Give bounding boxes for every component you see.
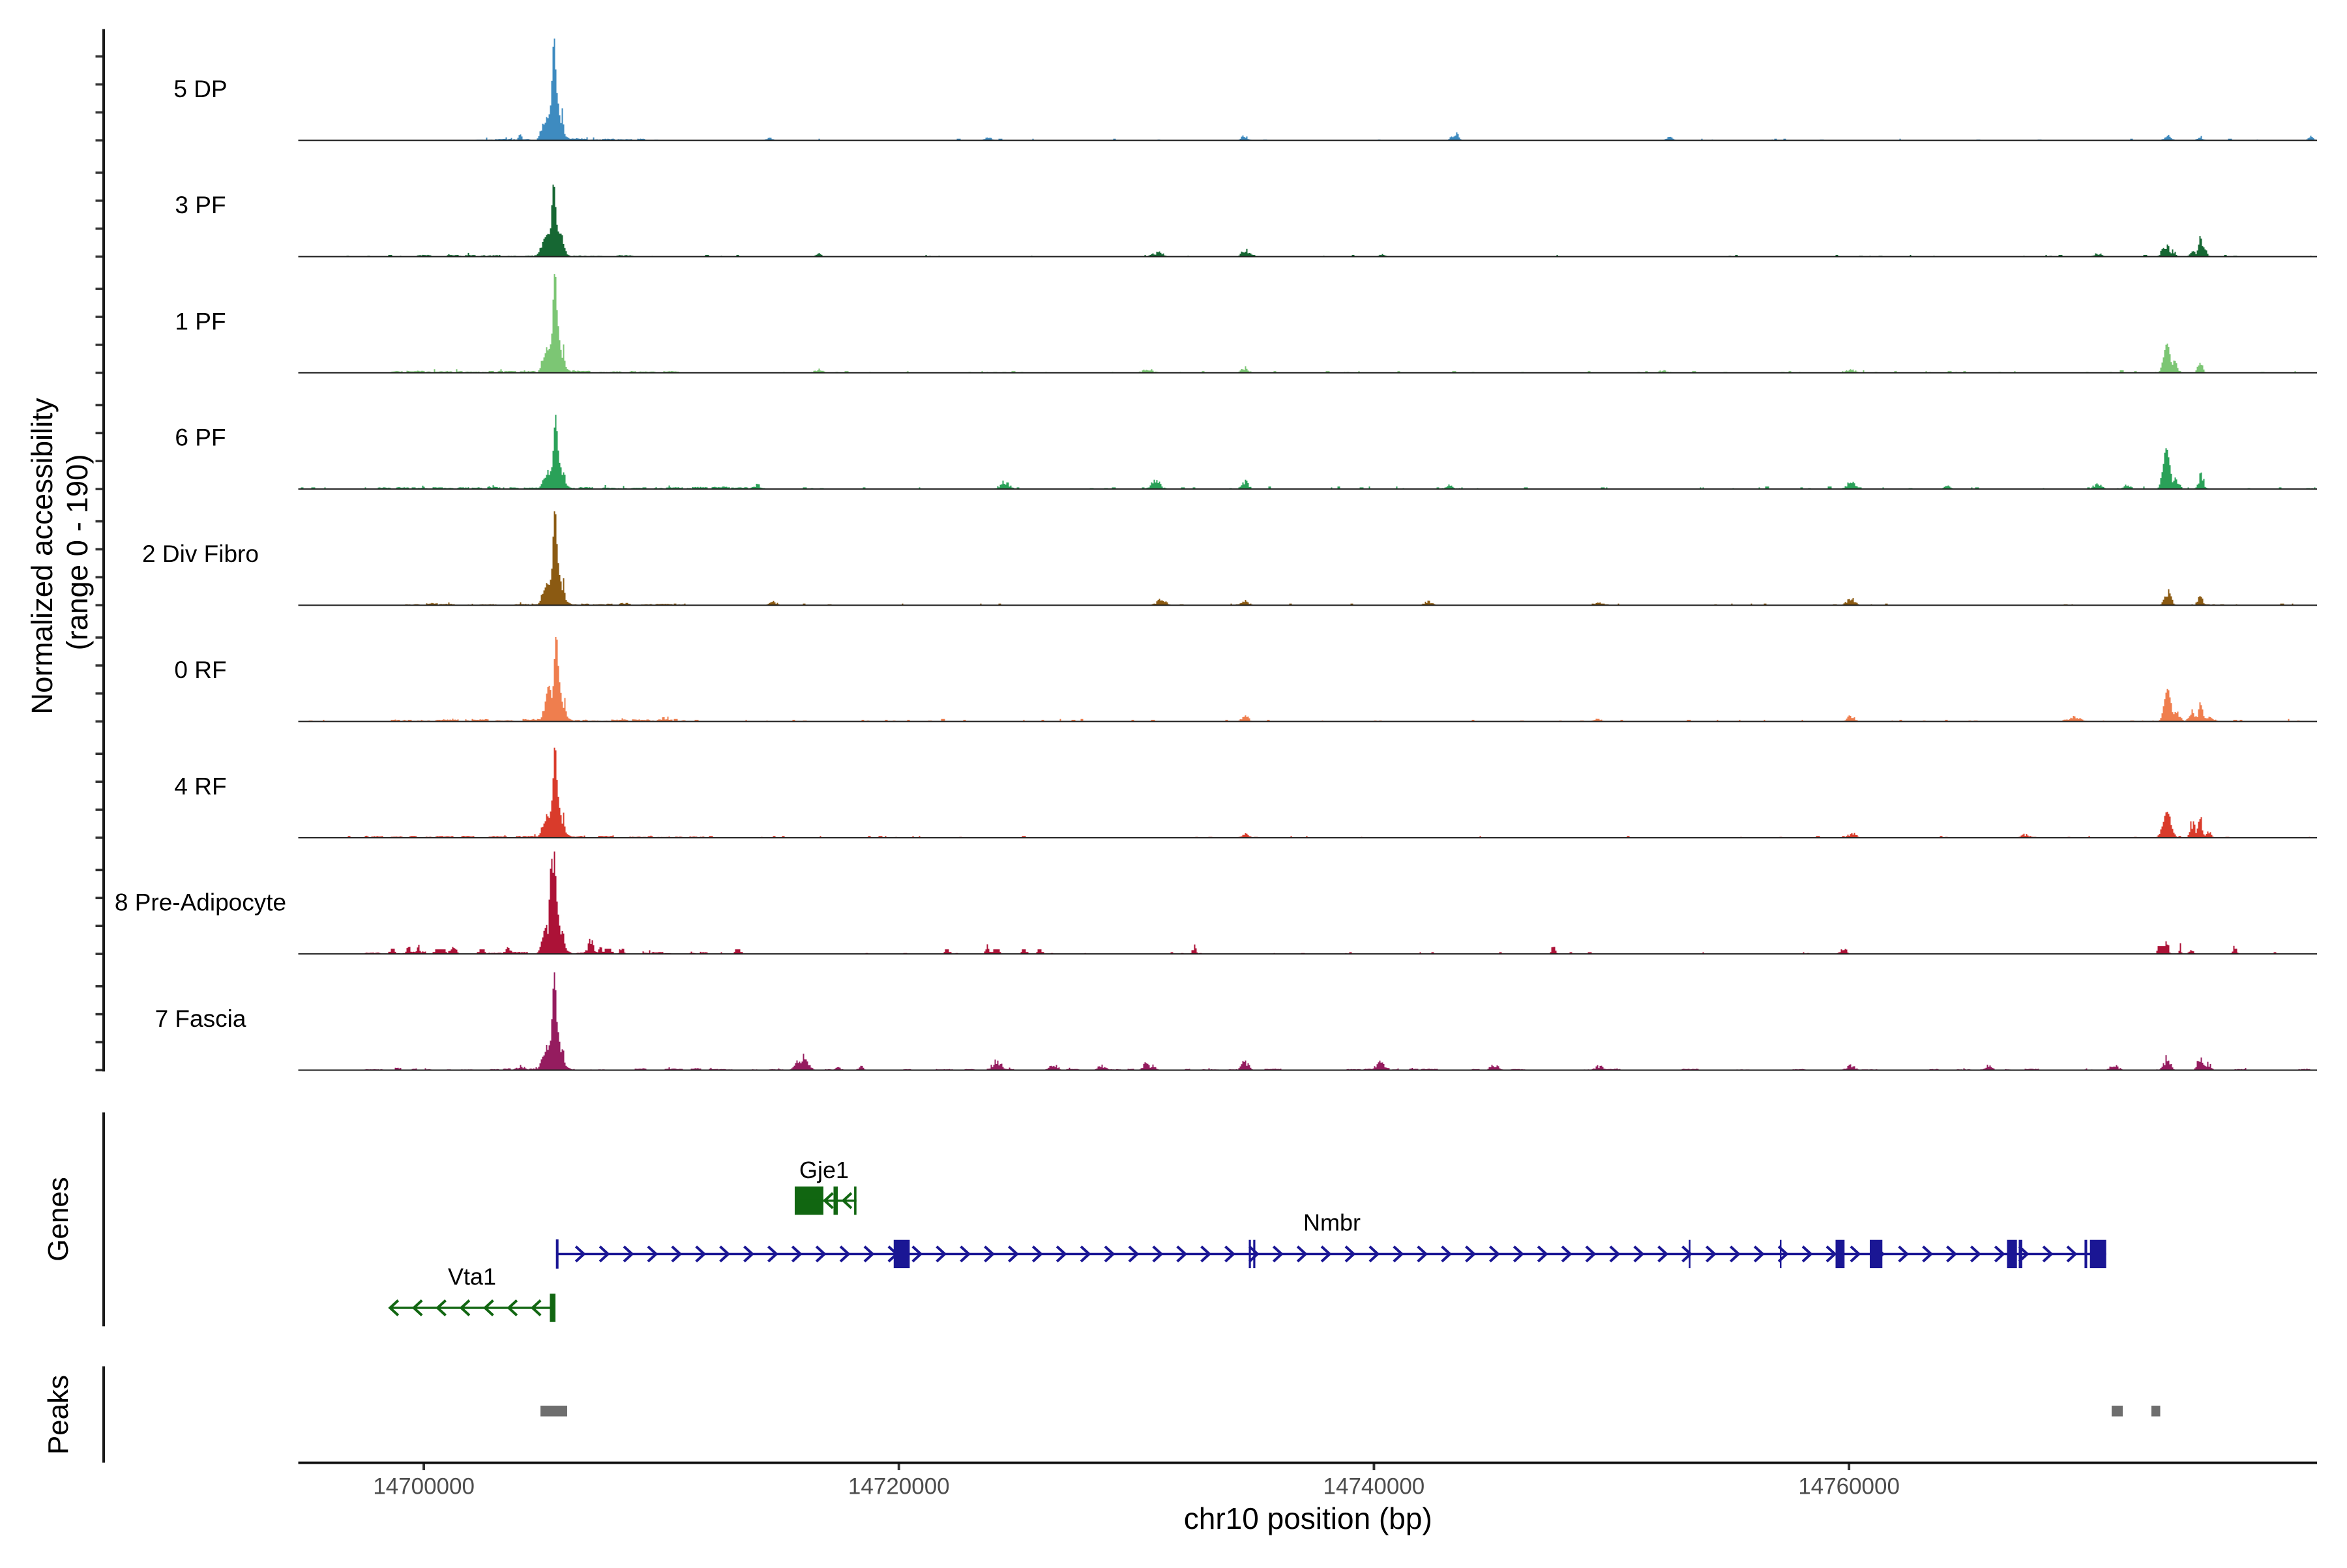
svg-text:2 Div Fibro: 2 Div Fibro: [142, 540, 259, 567]
svg-text:Genes: Genes: [42, 1177, 74, 1262]
svg-text:Nmbr: Nmbr: [1303, 1209, 1361, 1236]
svg-text:0 RF: 0 RF: [174, 657, 226, 683]
svg-text:7 Fascia: 7 Fascia: [155, 1005, 246, 1032]
svg-text:14720000: 14720000: [848, 1474, 950, 1500]
svg-text:Normalized accessibility: Normalized accessibility: [25, 398, 59, 715]
svg-text:14740000: 14740000: [1323, 1474, 1425, 1500]
svg-text:1 PF: 1 PF: [175, 308, 226, 334]
svg-text:Peaks: Peaks: [42, 1375, 74, 1455]
svg-text:Vta1: Vta1: [448, 1264, 496, 1290]
svg-text:6 PF: 6 PF: [175, 424, 226, 451]
svg-text:4 RF: 4 RF: [174, 773, 226, 799]
svg-text:5 DP: 5 DP: [173, 76, 227, 102]
svg-text:chr10 position (bp): chr10 position (bp): [1184, 1501, 1432, 1535]
svg-text:14760000: 14760000: [1798, 1474, 1900, 1500]
svg-text:14700000: 14700000: [373, 1474, 475, 1500]
svg-text:(range 0 - 190): (range 0 - 190): [61, 454, 94, 651]
svg-text:8 Pre-Adipocyte: 8 Pre-Adipocyte: [115, 889, 286, 916]
svg-text:3 PF: 3 PF: [175, 192, 226, 218]
svg-text:Gje1: Gje1: [799, 1157, 849, 1183]
